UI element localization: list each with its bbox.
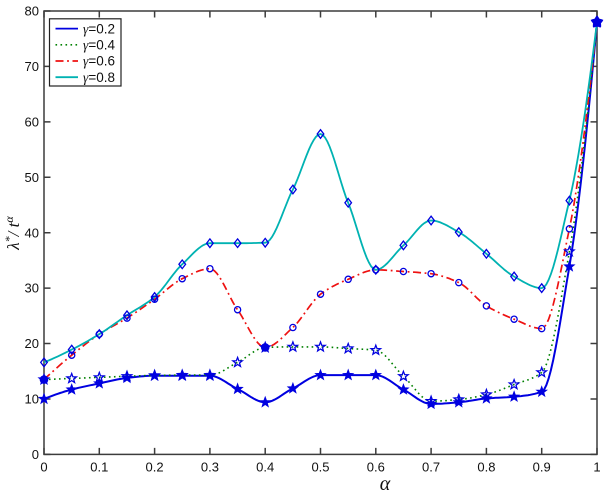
svg-text:γ=0.8: γ=0.8 — [83, 70, 115, 85]
svg-text:γ=0.2: γ=0.2 — [83, 21, 115, 36]
svg-text:30: 30 — [25, 281, 39, 296]
svg-text:0.1: 0.1 — [90, 460, 108, 475]
svg-text:0.7: 0.7 — [422, 460, 440, 475]
svg-text:20: 20 — [25, 336, 39, 351]
svg-text:0.9: 0.9 — [533, 460, 551, 475]
svg-text:60: 60 — [25, 115, 39, 130]
svg-text:0.3: 0.3 — [201, 460, 219, 475]
svg-text:70: 70 — [25, 59, 39, 74]
svg-text:0.6: 0.6 — [367, 460, 385, 475]
svg-text:0.4: 0.4 — [256, 460, 274, 475]
svg-text:1: 1 — [593, 460, 600, 475]
svg-text:α: α — [380, 473, 391, 494]
svg-text:0.5: 0.5 — [311, 460, 329, 475]
svg-text:γ=0.4: γ=0.4 — [83, 38, 115, 53]
svg-text:0.2: 0.2 — [146, 460, 164, 475]
svg-text:10: 10 — [25, 392, 39, 407]
svg-text:80: 80 — [25, 4, 39, 19]
svg-text:0: 0 — [32, 447, 39, 462]
svg-text:40: 40 — [25, 225, 39, 240]
svg-text:0: 0 — [40, 460, 47, 475]
svg-text:50: 50 — [25, 170, 39, 185]
svg-text:0.8: 0.8 — [477, 460, 495, 475]
svg-text:γ=0.6: γ=0.6 — [83, 54, 115, 69]
